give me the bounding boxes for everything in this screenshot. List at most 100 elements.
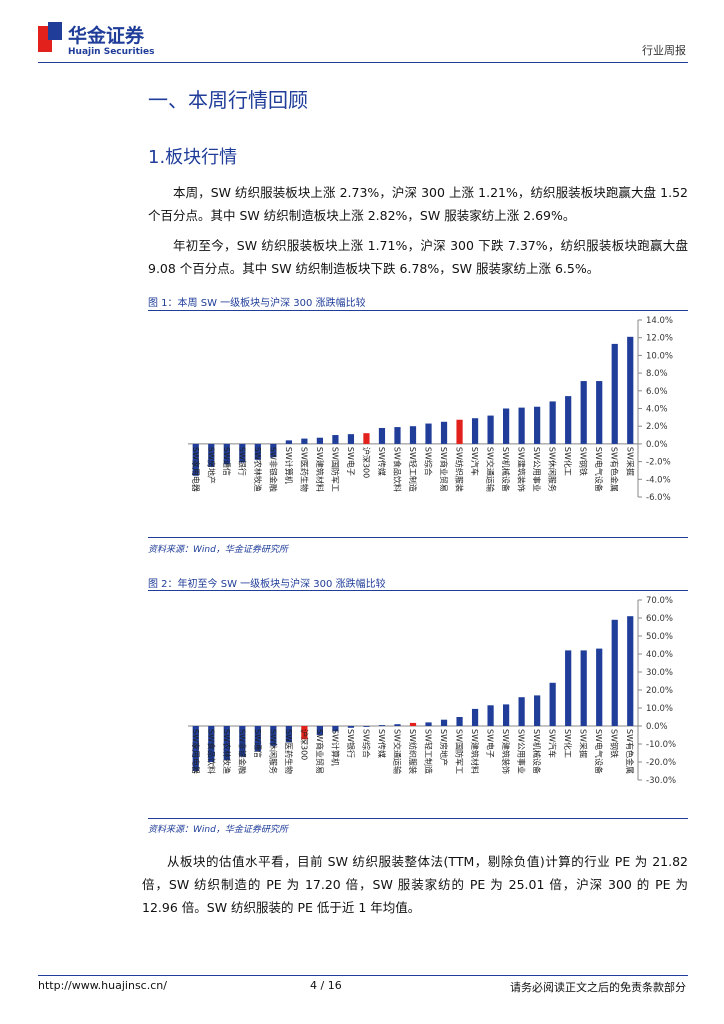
x-tick-label: SW非银金融 (237, 729, 247, 774)
y-tick-label: 8.0% (646, 369, 668, 379)
y-tick-label: 60.0% (646, 614, 673, 624)
bar (192, 443, 199, 476)
x-tick-label: SW建筑装饰 (517, 447, 527, 492)
x-tick-label: SW房地产 (439, 729, 449, 766)
y-tick-label: -10.0% (646, 740, 676, 750)
footer-disclaimer: 请务必阅读正文之后的免责条款部分 (510, 981, 686, 994)
bar (409, 426, 417, 444)
bar (471, 708, 479, 726)
chart: -30.0% -20.0% -10.0% 0.0% 10.0% 20.0% 30.0% 40.… (188, 596, 676, 786)
x-tick-label: SW传媒 (377, 447, 387, 476)
bar (285, 726, 292, 743)
figure-caption: 图 2：年初至今 SW 一级板块与沪深 300 涨跌幅比较 (148, 579, 386, 590)
x-tick-label: SW通信 (222, 447, 232, 476)
bar (456, 717, 463, 726)
bar (270, 726, 277, 746)
x-tick-label: SW钢铁 (610, 729, 620, 758)
bar (565, 396, 572, 444)
paragraph: 年初至今，SW 纺织服装板块上涨 1.71%，沪深 300 下跌 7.37%，纺… (148, 238, 688, 276)
x-tick-label: SW建筑材料 (470, 729, 480, 774)
x-tick-label: SW计算机 (284, 447, 294, 484)
figure-source: 资料来源：Wind，华金证券研究所 (148, 545, 288, 555)
bar (223, 443, 230, 465)
y-tick-label: 50.0% (646, 632, 673, 642)
bar (285, 440, 292, 444)
bar (254, 726, 261, 752)
y-tick-label: -30.0% (646, 776, 676, 786)
x-tick-label: SW家用电器 (191, 447, 201, 492)
x-tick-label: SW家用电器 (191, 729, 201, 774)
x-tick-label: SW采掘 (579, 729, 589, 758)
x-tick-label: SW机械设备 (501, 447, 511, 492)
bar (503, 408, 510, 444)
y-tick-label: 10.0% (646, 704, 673, 714)
x-tick-label: SW银行 (237, 447, 247, 476)
y-tick-label: -2.0% (646, 458, 671, 468)
x-tick-label: SW汽车 (548, 729, 558, 758)
x-tick-label: SW商业贸易 (439, 447, 449, 492)
x-tick-label: SW农林牧渔 (253, 447, 263, 492)
header-rule (38, 62, 688, 63)
bar (565, 650, 572, 726)
x-tick-label: SW化工 (563, 729, 573, 758)
x-tick-label: SW建筑材料 (315, 447, 325, 492)
y-tick-label: 40.0% (646, 650, 673, 660)
source-rule (148, 537, 688, 538)
y-tick-label: 12.0% (646, 334, 673, 344)
bar (611, 619, 618, 726)
caption-rule (148, 310, 688, 311)
bar (394, 427, 401, 444)
bar (534, 695, 541, 726)
bar (347, 726, 355, 728)
x-tick-label: SW计算机 (330, 729, 340, 766)
footer-rule (38, 975, 688, 976)
report-type: 行业周报 (642, 44, 686, 57)
x-tick-label: SW公用事业 (532, 447, 542, 492)
bar (440, 421, 448, 444)
y-tick-label: 0.0% (646, 722, 668, 732)
logo-cn: 华金证券 (68, 24, 145, 47)
x-tick-label: SW休闲服务 (268, 729, 278, 774)
x-tick-label: SW通信 (253, 729, 263, 758)
x-tick-label: SW建筑装饰 (501, 729, 511, 774)
x-tick-label: SW化工 (563, 447, 573, 476)
x-tick-label: SW交通运输 (486, 447, 496, 492)
bar (254, 443, 261, 460)
bar (347, 434, 355, 444)
x-tick-label: SW银行 (346, 729, 356, 758)
bar (301, 438, 308, 444)
bar (549, 682, 556, 726)
subheading: 1.板块行情 (148, 147, 238, 168)
x-tick-label: SW农林牧渔 (222, 729, 232, 774)
x-tick-label: SW电子 (346, 447, 356, 476)
bar (394, 724, 401, 726)
bar (378, 725, 386, 726)
y-tick-label: 10.0% (646, 351, 673, 361)
bar (301, 726, 308, 740)
y-tick-label: 70.0% (646, 596, 673, 606)
x-tick-label: SW医药生物 (284, 729, 294, 774)
bar (627, 616, 634, 726)
y-tick-label: 20.0% (646, 686, 673, 696)
logo: 华金证券 Huajin Securities (38, 22, 154, 57)
logo-mark (48, 22, 62, 40)
bar (332, 435, 339, 444)
figure-caption: 图 1：本周 SW 一级板块与沪深 300 涨跌幅比较 (148, 298, 366, 309)
x-tick-label: SW有色金属 (625, 729, 635, 774)
y-tick-label: -20.0% (646, 758, 676, 768)
bar (518, 407, 525, 444)
y-tick-label: -6.0% (646, 493, 671, 503)
bar (596, 648, 603, 726)
x-tick-label: SW食品饮料 (392, 447, 402, 492)
x-tick-label: SW机械设备 (532, 729, 542, 774)
bar (456, 419, 463, 444)
x-tick-label: 沪深300 (299, 729, 309, 760)
x-tick-label: SW轻工制造 (424, 729, 434, 774)
x-tick-label: SW电气设备 (594, 447, 604, 492)
x-tick-label: SW传媒 (377, 729, 387, 758)
source-rule (148, 818, 688, 819)
bar (316, 726, 323, 735)
x-tick-label: SW房地产 (206, 447, 216, 484)
x-tick-label: SW国防军工 (455, 729, 465, 774)
x-tick-label: 沪深300 (361, 447, 371, 478)
